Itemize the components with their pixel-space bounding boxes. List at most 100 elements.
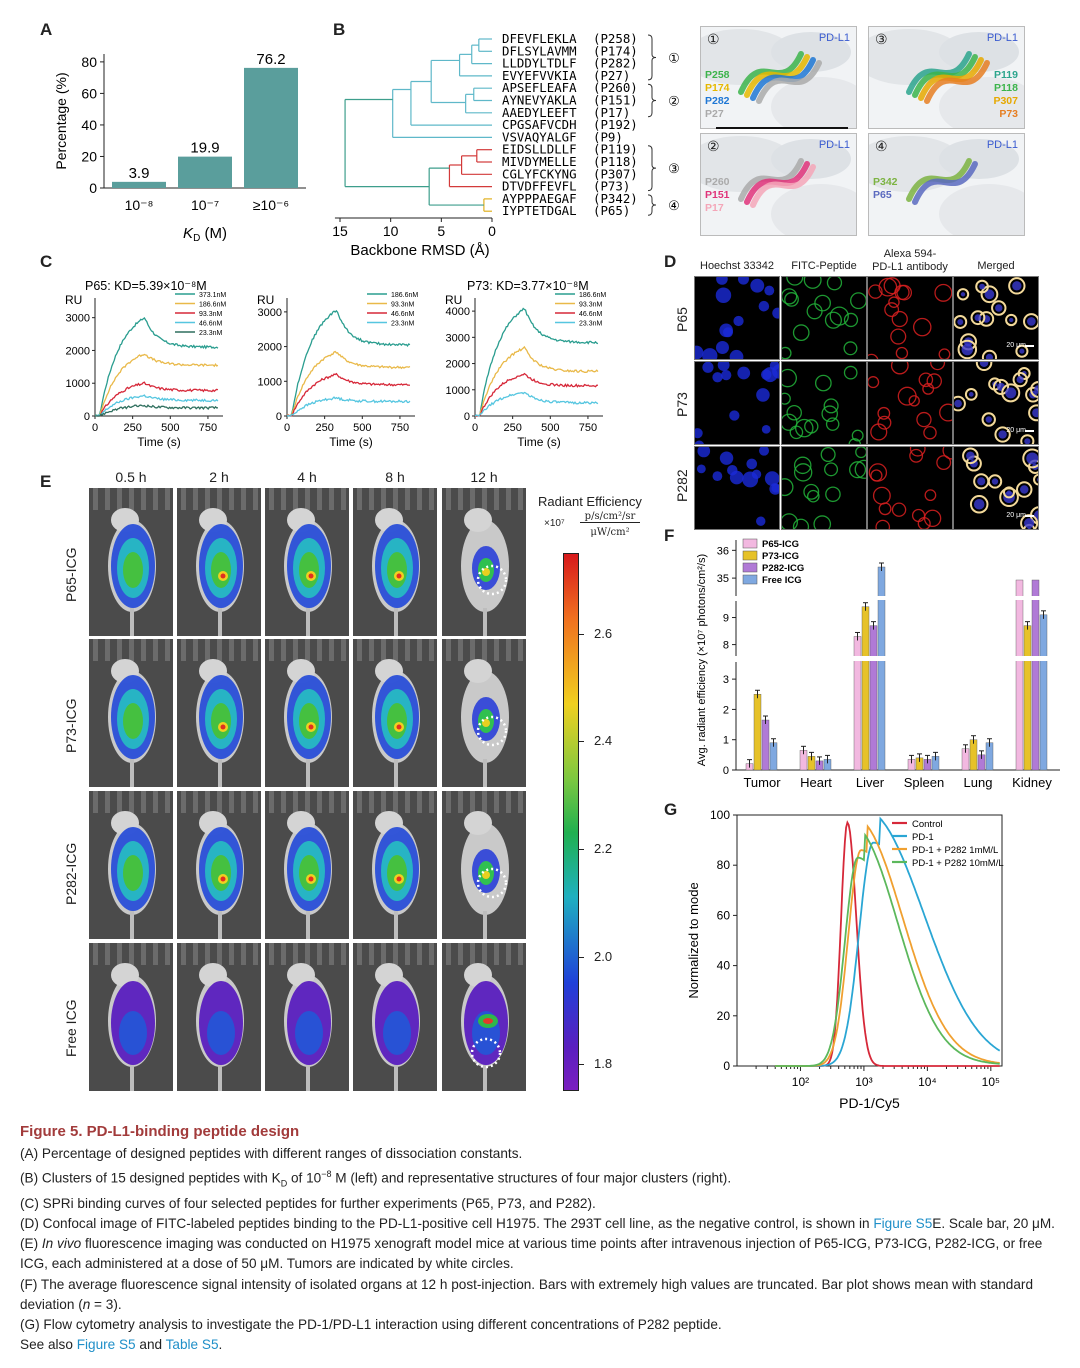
d-cell-nucleus xyxy=(991,478,999,485)
d-cell-membrane xyxy=(793,456,812,475)
e-cage-bar xyxy=(482,791,487,813)
a-ytick-label: 20 xyxy=(81,148,97,164)
e-cage-bar xyxy=(470,943,475,965)
e-mouse-tile xyxy=(176,942,262,1092)
e-mouse-image xyxy=(357,791,434,939)
c-ylabel: RU xyxy=(257,293,274,307)
e-cage-bar xyxy=(482,639,487,661)
e-cage-bar xyxy=(470,639,475,661)
d-cell-nucleus xyxy=(985,416,992,423)
e-signal-peak xyxy=(396,876,402,882)
d-cell-membrane xyxy=(792,518,810,529)
d-scalebar-label: 20 μm xyxy=(1006,427,1026,434)
d-confocal-tile xyxy=(694,276,780,360)
d-cell-nucleus xyxy=(998,430,1007,439)
e-cage-bar xyxy=(317,639,322,661)
d-cell-nucleus xyxy=(719,451,734,465)
d-col-header: Alexa 594- xyxy=(883,248,937,260)
c-legend-label: 93.3nM xyxy=(199,311,223,318)
d-cell-nucleus xyxy=(759,447,770,456)
e-cage-bar xyxy=(281,791,286,813)
d-cell-membrane xyxy=(912,317,932,337)
d-confocal-tile xyxy=(781,276,867,360)
b-peptide-id: (P9) xyxy=(593,129,623,144)
e-cage-bar xyxy=(93,943,98,965)
f-bar xyxy=(761,719,770,771)
c-title: P73: KD=3.77×10⁻⁸M xyxy=(467,279,589,293)
g-legend-label: PD-1 xyxy=(912,832,934,843)
e-cage-bar xyxy=(229,943,234,965)
d-cell-membrane xyxy=(883,277,901,295)
e-mouse-tile xyxy=(441,487,527,637)
structure-cluster-number: ① xyxy=(707,31,720,47)
d-confocal-tile: 20 μm xyxy=(953,276,1039,360)
e-signal-peak xyxy=(396,573,402,579)
d-cell-merged xyxy=(957,339,978,359)
a-xtick-label: ≥10⁻⁶ xyxy=(253,197,289,213)
e-cage-bar xyxy=(506,639,511,661)
d-cells xyxy=(695,362,779,444)
e-cage-bar xyxy=(405,791,410,813)
e-cage-bar xyxy=(405,639,410,661)
f-xtick-label: Tumor xyxy=(743,775,781,790)
f-bar-break xyxy=(737,656,1061,661)
peptide-ribbon xyxy=(756,60,822,104)
d-cell-membrane xyxy=(843,341,858,356)
d-cell-membrane xyxy=(868,353,879,359)
d-cells xyxy=(868,447,952,529)
g-ytick-label: 20 xyxy=(717,1009,731,1023)
d-cell-membrane xyxy=(926,373,942,389)
e-signal-peak xyxy=(220,573,226,579)
d-confocal-tile: 20 μm xyxy=(953,361,1039,445)
e-mouse-tail xyxy=(130,1063,134,1091)
e-cage-bar xyxy=(341,943,346,965)
e-cage-bar xyxy=(93,488,98,510)
e-colorbar-tick xyxy=(579,741,584,743)
link-figure-s5e[interactable]: Figure S5 xyxy=(873,1216,933,1232)
f-ytick-label: 0 xyxy=(723,765,729,777)
a-ytick-label: 80 xyxy=(81,54,97,70)
d-cell-nucleus xyxy=(737,366,751,380)
e-cage-bar xyxy=(293,943,298,965)
e-cage-bar xyxy=(253,791,258,813)
d-cell-nucleus xyxy=(717,362,730,371)
d-cell-nucleus xyxy=(1016,375,1024,384)
g-ytick-label: 0 xyxy=(723,1059,730,1073)
e-signal-high xyxy=(299,552,319,588)
c-series-line xyxy=(94,394,219,417)
caption-b: (B) Clusters of 15 designed peptides wit… xyxy=(20,1169,732,1189)
f-legend-label: P73-ICG xyxy=(762,551,799,562)
e-cage-bar xyxy=(305,943,310,965)
g-xtick-label: 10⁴ xyxy=(918,1075,937,1089)
d-cell-nucleus xyxy=(733,315,744,327)
e-cage-bar xyxy=(329,639,334,661)
d-cell-membrane xyxy=(825,486,841,503)
c-legend-label: 186.6nM xyxy=(391,292,418,299)
c-xtick-label: 0 xyxy=(472,422,478,434)
d-cell-membrane xyxy=(850,292,866,310)
e-colorbar-tick xyxy=(579,848,584,850)
d-cell-membrane xyxy=(924,489,937,502)
b-cluster-number: ④ xyxy=(668,198,680,213)
e-signal-mid xyxy=(119,1011,147,1055)
link-table-s5[interactable]: Table S5 xyxy=(165,1337,219,1353)
e-signal-high xyxy=(211,855,231,891)
d-cell-nucleus xyxy=(712,372,723,383)
structure-cluster-number: ③ xyxy=(875,31,888,47)
c-legend-label: 93.3nM xyxy=(391,302,415,309)
d-cell-nucleus xyxy=(979,283,985,290)
e-cage-bar xyxy=(153,943,158,965)
e-mouse-image xyxy=(181,791,258,939)
a-bar xyxy=(178,156,232,188)
d-cell-membrane xyxy=(843,365,858,380)
e-cage-bar xyxy=(253,488,258,510)
g-xtick-label: 10² xyxy=(792,1075,809,1089)
b-peptide-id: (P119) xyxy=(593,142,638,157)
e-mouse-tail xyxy=(218,1063,222,1091)
d-cell-nucleus xyxy=(966,451,975,461)
link-figure-s5[interactable]: Figure S5 xyxy=(76,1337,136,1353)
f-bar-break xyxy=(737,596,1061,600)
c-series-line xyxy=(94,317,219,417)
f-xtick-label: Heart xyxy=(800,775,832,790)
e-cage-bar xyxy=(205,639,210,661)
